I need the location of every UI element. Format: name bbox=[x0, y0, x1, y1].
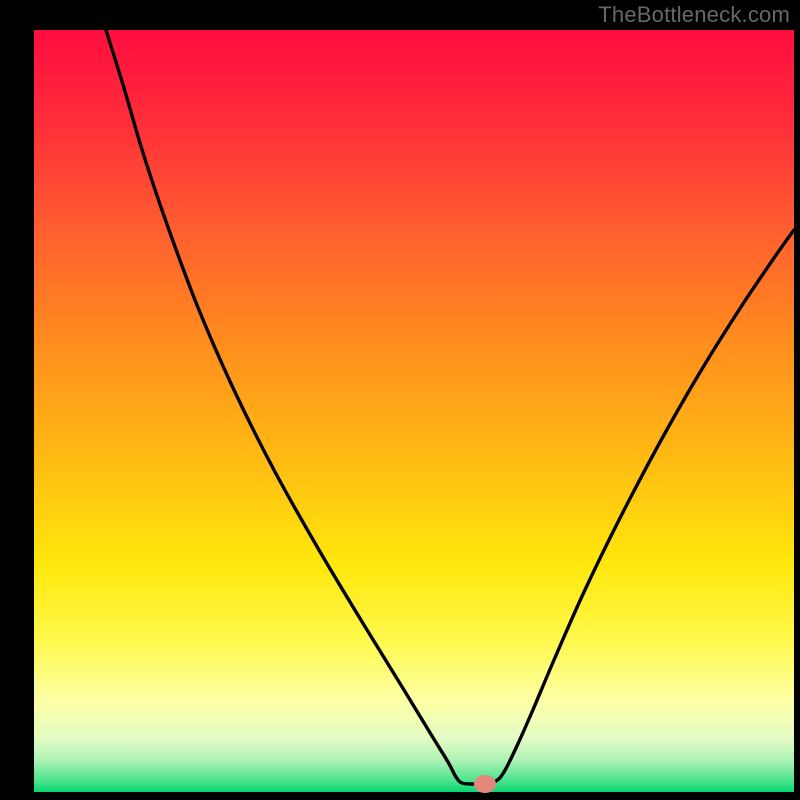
watermark-text: TheBottleneck.com bbox=[598, 2, 790, 28]
bottleneck-curve bbox=[34, 30, 794, 792]
plot-area bbox=[34, 30, 794, 792]
chart-canvas: TheBottleneck.com bbox=[0, 0, 800, 800]
optimum-marker bbox=[474, 775, 496, 793]
